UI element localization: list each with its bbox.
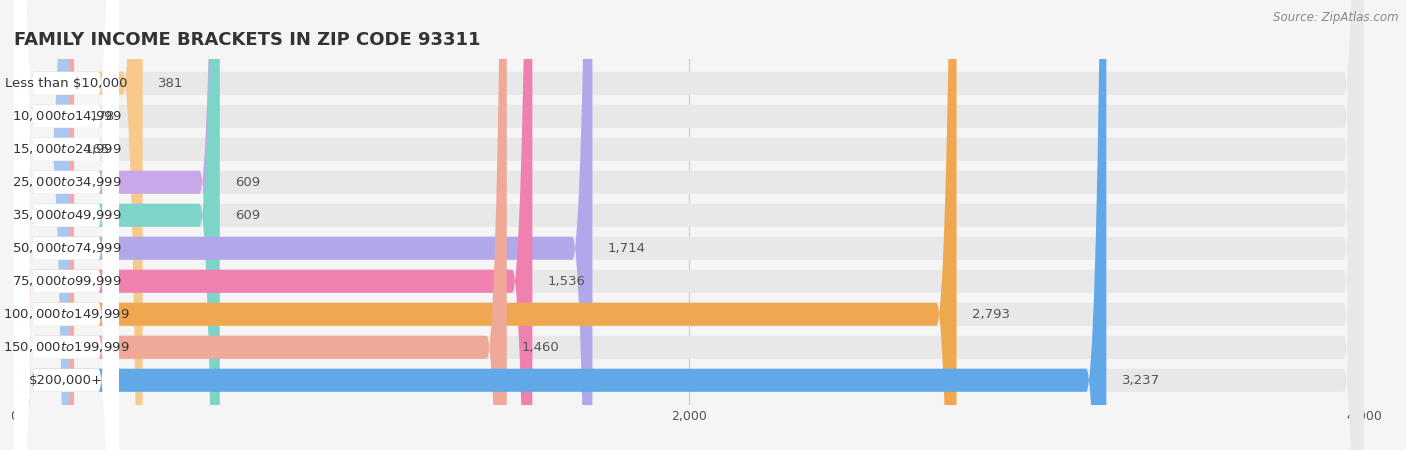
Text: $15,000 to $24,999: $15,000 to $24,999: [11, 142, 121, 156]
FancyBboxPatch shape: [14, 0, 1364, 450]
FancyBboxPatch shape: [14, 0, 118, 450]
FancyBboxPatch shape: [14, 0, 118, 450]
FancyBboxPatch shape: [14, 0, 506, 450]
Text: 178: 178: [90, 110, 115, 123]
FancyBboxPatch shape: [14, 0, 118, 450]
Text: $150,000 to $199,999: $150,000 to $199,999: [3, 340, 129, 354]
FancyBboxPatch shape: [14, 0, 118, 450]
Text: Source: ZipAtlas.com: Source: ZipAtlas.com: [1274, 11, 1399, 24]
Text: 609: 609: [235, 209, 260, 222]
FancyBboxPatch shape: [14, 0, 118, 450]
FancyBboxPatch shape: [14, 0, 1364, 450]
Text: 1,460: 1,460: [522, 341, 560, 354]
Text: 3,237: 3,237: [1122, 374, 1160, 387]
Text: 2,793: 2,793: [972, 308, 1010, 321]
FancyBboxPatch shape: [14, 0, 1364, 450]
Text: $25,000 to $34,999: $25,000 to $34,999: [11, 175, 121, 189]
FancyBboxPatch shape: [14, 0, 1364, 450]
Text: $10,000 to $14,999: $10,000 to $14,999: [11, 109, 121, 123]
FancyBboxPatch shape: [14, 0, 1107, 450]
Text: 381: 381: [157, 77, 183, 90]
FancyBboxPatch shape: [14, 0, 219, 450]
FancyBboxPatch shape: [14, 0, 1364, 450]
Text: 1,536: 1,536: [547, 275, 585, 288]
FancyBboxPatch shape: [14, 0, 118, 450]
FancyBboxPatch shape: [14, 0, 219, 450]
Text: $75,000 to $99,999: $75,000 to $99,999: [11, 274, 121, 288]
FancyBboxPatch shape: [14, 0, 118, 450]
FancyBboxPatch shape: [14, 0, 1364, 450]
Text: Less than $10,000: Less than $10,000: [6, 77, 128, 90]
Text: 609: 609: [235, 176, 260, 189]
Text: $100,000 to $149,999: $100,000 to $149,999: [3, 307, 129, 321]
Text: 165: 165: [84, 143, 110, 156]
FancyBboxPatch shape: [14, 0, 1364, 450]
Text: $35,000 to $49,999: $35,000 to $49,999: [11, 208, 121, 222]
FancyBboxPatch shape: [14, 0, 533, 450]
FancyBboxPatch shape: [14, 0, 70, 450]
FancyBboxPatch shape: [14, 0, 118, 450]
FancyBboxPatch shape: [14, 0, 592, 450]
FancyBboxPatch shape: [14, 0, 142, 450]
FancyBboxPatch shape: [14, 0, 118, 450]
FancyBboxPatch shape: [14, 0, 75, 450]
Text: 1,714: 1,714: [607, 242, 645, 255]
Text: $200,000+: $200,000+: [30, 374, 104, 387]
FancyBboxPatch shape: [14, 0, 118, 450]
Text: FAMILY INCOME BRACKETS IN ZIP CODE 93311: FAMILY INCOME BRACKETS IN ZIP CODE 93311: [14, 31, 481, 49]
Text: $50,000 to $74,999: $50,000 to $74,999: [11, 241, 121, 255]
FancyBboxPatch shape: [14, 0, 956, 450]
FancyBboxPatch shape: [14, 0, 1364, 450]
FancyBboxPatch shape: [14, 0, 1364, 450]
FancyBboxPatch shape: [14, 0, 1364, 450]
